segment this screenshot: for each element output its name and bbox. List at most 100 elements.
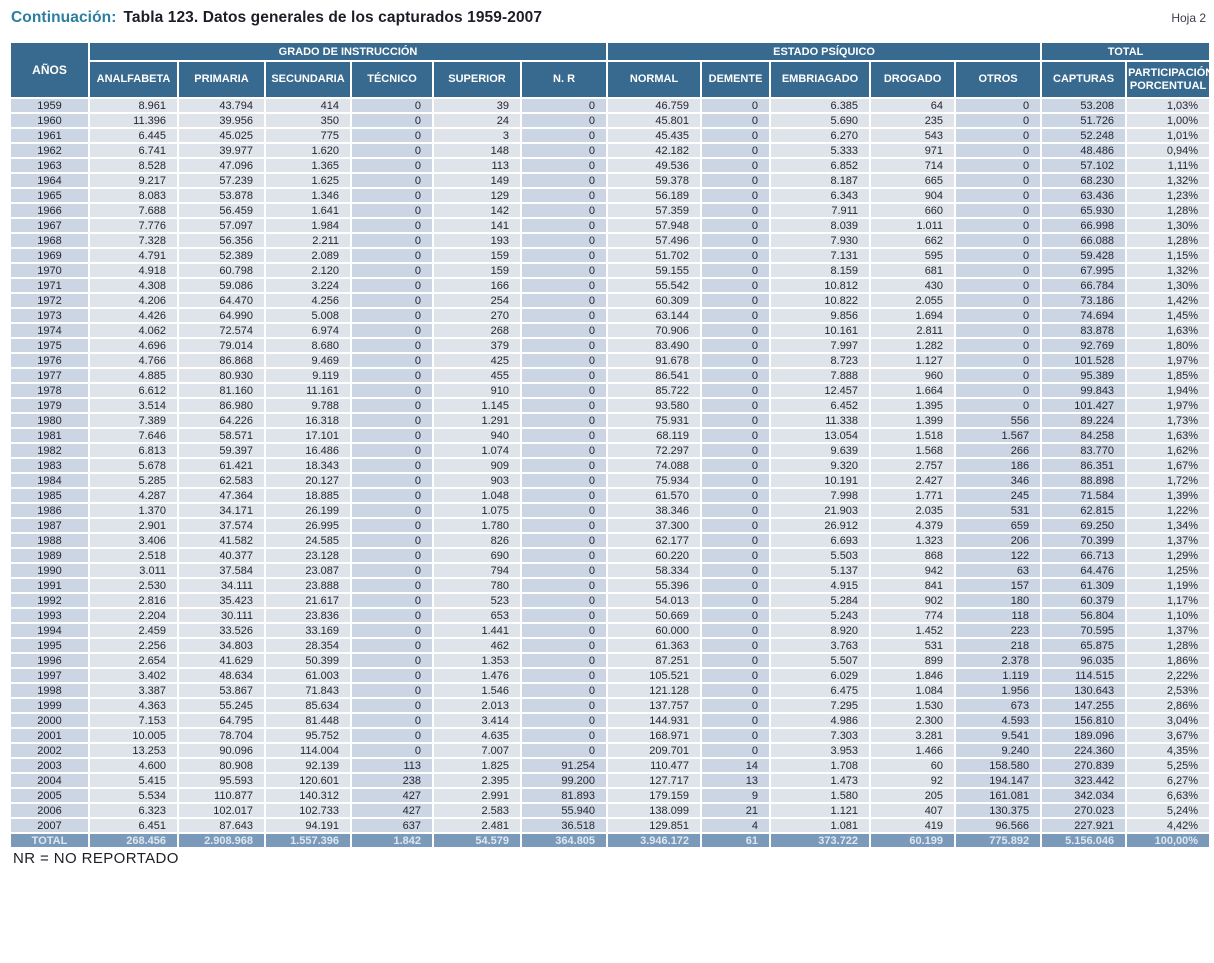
value-cell: 1.121 xyxy=(769,802,872,819)
value-cell: 9.217 xyxy=(88,172,179,189)
value-cell: 0 xyxy=(954,277,1043,294)
value-cell: 2.908.968 xyxy=(177,832,266,849)
value-cell: 60.798 xyxy=(177,262,266,279)
value-cell: 0 xyxy=(519,457,609,474)
value-cell: 1,28% xyxy=(1125,202,1212,219)
group-header-estado-psiquico: ESTADO PSÍQUICO xyxy=(606,41,1043,62)
value-cell: 50.669 xyxy=(606,607,703,624)
value-cell: 1.291 xyxy=(432,412,522,429)
value-cell: 1,28% xyxy=(1125,232,1212,249)
year-cell: 1965 xyxy=(9,187,90,204)
value-cell: 342.034 xyxy=(1040,787,1128,804)
value-cell: 1,97% xyxy=(1125,352,1212,369)
value-cell: 100,00% xyxy=(1125,832,1212,849)
value-cell: 0 xyxy=(350,442,434,459)
value-cell: 0 xyxy=(350,742,434,759)
value-cell: 2.204 xyxy=(88,607,179,624)
value-cell: 1,37% xyxy=(1125,532,1212,549)
table-row: 1961 6.445 45.025 775 0 3 0 45.435 0 6.270 543 0 52.… xyxy=(9,127,1212,144)
value-cell: 1,86% xyxy=(1125,652,1212,669)
value-cell: 266 xyxy=(954,442,1043,459)
value-cell: 0 xyxy=(350,142,434,159)
value-cell: 841 xyxy=(869,577,957,594)
value-cell: 159 xyxy=(432,247,522,264)
value-cell: 110.477 xyxy=(606,757,703,774)
value-cell: 942 xyxy=(869,562,957,579)
year-cell: 1999 xyxy=(9,697,90,714)
year-cell: 2005 xyxy=(9,787,90,804)
value-cell: 0 xyxy=(700,352,772,369)
value-cell: 59.378 xyxy=(606,172,703,189)
table-row: 2002 13.253 90.096 114.004 0 7.007 0 209.701 0 3.… xyxy=(9,742,1212,759)
value-cell: 46.759 xyxy=(606,97,703,114)
table-row: 1966 7.688 56.459 1.641 0 142 0 57.359 0 7.911 660… xyxy=(9,202,1212,219)
value-cell: 4.986 xyxy=(769,712,872,729)
table-body: 1959 8.961 43.794 414 0 39 0 46.759 0 6.385 64 0 53.… xyxy=(9,97,1212,834)
value-cell: 665 xyxy=(869,172,957,189)
value-cell: 81.448 xyxy=(264,712,352,729)
footnote: NR = NO REPORTADO xyxy=(13,850,179,867)
value-cell: 0 xyxy=(350,427,434,444)
year-cell: 2002 xyxy=(9,742,90,759)
value-cell: 0 xyxy=(519,262,609,279)
value-cell: 12.457 xyxy=(769,382,872,399)
value-cell: 55.940 xyxy=(519,802,609,819)
value-cell: 8.920 xyxy=(769,622,872,639)
value-cell: 2.459 xyxy=(88,622,179,639)
value-cell: 0 xyxy=(350,637,434,654)
value-cell: 62.815 xyxy=(1040,502,1128,519)
year-cell: 1987 xyxy=(9,517,90,534)
value-cell: 0 xyxy=(350,337,434,354)
value-cell: 7.007 xyxy=(432,742,522,759)
year-cell: 2003 xyxy=(9,757,90,774)
value-cell: 4 xyxy=(700,817,772,834)
value-cell: 373.722 xyxy=(769,832,872,849)
sheet-label: Hoja 2 xyxy=(1171,11,1206,25)
value-cell: 0 xyxy=(700,202,772,219)
value-cell: 61.421 xyxy=(177,457,266,474)
value-cell: 83.490 xyxy=(606,337,703,354)
value-cell: 34.171 xyxy=(177,502,266,519)
value-cell: 6.451 xyxy=(88,817,179,834)
value-cell: 0 xyxy=(700,487,772,504)
value-cell: 0 xyxy=(350,202,434,219)
value-cell: 71.843 xyxy=(264,682,352,699)
value-cell: 71.584 xyxy=(1040,487,1128,504)
value-cell: 39.977 xyxy=(177,142,266,159)
value-cell: 0 xyxy=(519,397,609,414)
page-title: Continuación: Tabla 123. Datos generales … xyxy=(11,9,542,27)
value-cell: 64.795 xyxy=(177,712,266,729)
col-header-nr: N. R xyxy=(519,60,609,99)
value-cell: 0 xyxy=(519,157,609,174)
value-cell: 61.570 xyxy=(606,487,703,504)
value-cell: 96.035 xyxy=(1040,652,1128,669)
value-cell: 57.097 xyxy=(177,217,266,234)
value-cell: 30.111 xyxy=(177,607,266,624)
value-cell: 7.131 xyxy=(769,247,872,264)
value-cell: 1,72% xyxy=(1125,472,1212,489)
value-cell: 1,80% xyxy=(1125,337,1212,354)
value-cell: 6.974 xyxy=(264,322,352,339)
value-cell: 91.254 xyxy=(519,757,609,774)
value-cell: 6.445 xyxy=(88,127,179,144)
value-cell: 0 xyxy=(954,337,1043,354)
value-cell: 62.583 xyxy=(177,472,266,489)
value-cell: 6.270 xyxy=(769,127,872,144)
value-cell: 0 xyxy=(350,727,434,744)
value-cell: 0 xyxy=(954,157,1043,174)
table-row: 1959 8.961 43.794 414 0 39 0 46.759 0 6.385 64 0 53.… xyxy=(9,97,1212,114)
value-cell: 8.528 xyxy=(88,157,179,174)
value-cell: 4.696 xyxy=(88,337,179,354)
year-cell: 1959 xyxy=(9,97,90,114)
value-cell: 971 xyxy=(869,142,957,159)
value-cell: 0 xyxy=(519,292,609,309)
value-cell: 0 xyxy=(700,442,772,459)
value-cell: 127.717 xyxy=(606,772,703,789)
value-cell: 0 xyxy=(700,682,772,699)
value-cell: 9.788 xyxy=(264,397,352,414)
value-cell: 87.251 xyxy=(606,652,703,669)
value-cell: 3.402 xyxy=(88,667,179,684)
value-cell: 1.546 xyxy=(432,682,522,699)
value-cell: 1,32% xyxy=(1125,172,1212,189)
year-cell: 1992 xyxy=(9,592,90,609)
